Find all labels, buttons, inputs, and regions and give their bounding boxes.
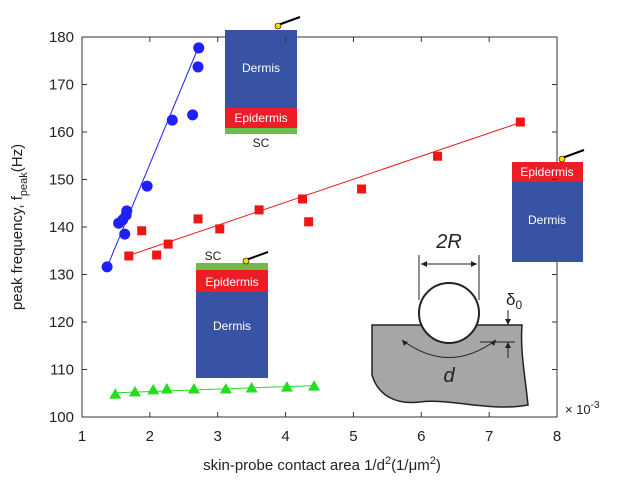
diagram-label: 0 [515,298,522,312]
x-tick-label: 4 [281,428,289,445]
point [102,261,113,272]
x-axis-label: skin-probe contact area 1/d2(1/μm2) [203,455,441,474]
diagram-label: δ [506,290,515,309]
diagram-label: d [443,365,455,387]
inset-label: Dermis [528,213,566,227]
y-tick-label: 100 [49,409,74,426]
point [152,251,161,260]
inset-middle: SC Epidermis Dermis [196,249,268,378]
point [161,383,173,394]
y-tick-label: 110 [50,362,74,379]
point [187,109,198,120]
chart: Dermis Epidermis SC SC Epidermis Dermis … [0,0,618,482]
point [124,251,133,260]
point [298,194,307,203]
y-tick-label: 180 [49,29,74,46]
x-tick-label: 3 [214,428,222,445]
inset-label: Epidermis [205,275,258,289]
point [194,214,203,223]
y-axis-label: peak frequency, fpeak(Hz) [9,144,30,310]
y-tick-label: 120 [49,314,74,331]
inset-label: SC [253,136,270,150]
point [357,185,366,194]
x-multiplier: × 10-3 [565,400,600,417]
inset-label: Dermis [213,319,251,333]
y-axis-label: peak frequency, f [9,195,26,310]
inset-label: Epidermis [520,165,573,179]
point [193,61,204,72]
inset-right: Epidermis Dermis [512,150,584,262]
inset-top: Dermis Epidermis SC [225,17,300,150]
y-tick-label: 140 [49,219,74,236]
point [164,240,173,249]
contact-diagram: 2R δ0 d [372,231,528,407]
diagram-label: δ0 [506,290,522,312]
x-axis-label: (1/μm [391,457,430,474]
point [119,229,130,240]
x-tick-label: 6 [417,428,425,445]
x-multiplier: -3 [591,400,600,411]
point [433,152,442,161]
inset-label: Dermis [242,61,280,75]
diagram-label: 2R [435,231,462,253]
diagram-label: 2R [435,231,462,253]
inset-label: SC [205,249,222,263]
y-axis-label: (Hz) [9,144,26,172]
point [255,205,264,214]
y-tick-label: 130 [49,267,74,284]
x-tick-label: 2 [146,428,154,445]
point [215,224,224,233]
point [129,386,141,397]
y-tick-label: 150 [49,172,74,189]
point [109,388,121,399]
y-tick-label: 160 [49,124,74,141]
y-tick-label: 170 [49,77,74,94]
x-axis-label: skin-probe contact area 1/d [203,457,385,474]
x-tick-label: 8 [553,428,561,445]
x-tick-label: 5 [349,428,357,445]
y-axis-label: peak [18,172,30,196]
point [121,205,132,216]
point [142,181,153,192]
point [188,383,200,394]
inset-label: Epidermis [234,111,287,125]
point [147,384,159,395]
point [516,118,525,127]
x-tick-label: 1 [78,428,86,445]
point [304,217,313,226]
point [137,226,146,235]
x-axis-label: ) [436,457,441,474]
point [167,115,178,126]
x-tick-label: 7 [485,428,493,445]
point [193,42,204,53]
x-multiplier: × 10 [565,402,591,417]
